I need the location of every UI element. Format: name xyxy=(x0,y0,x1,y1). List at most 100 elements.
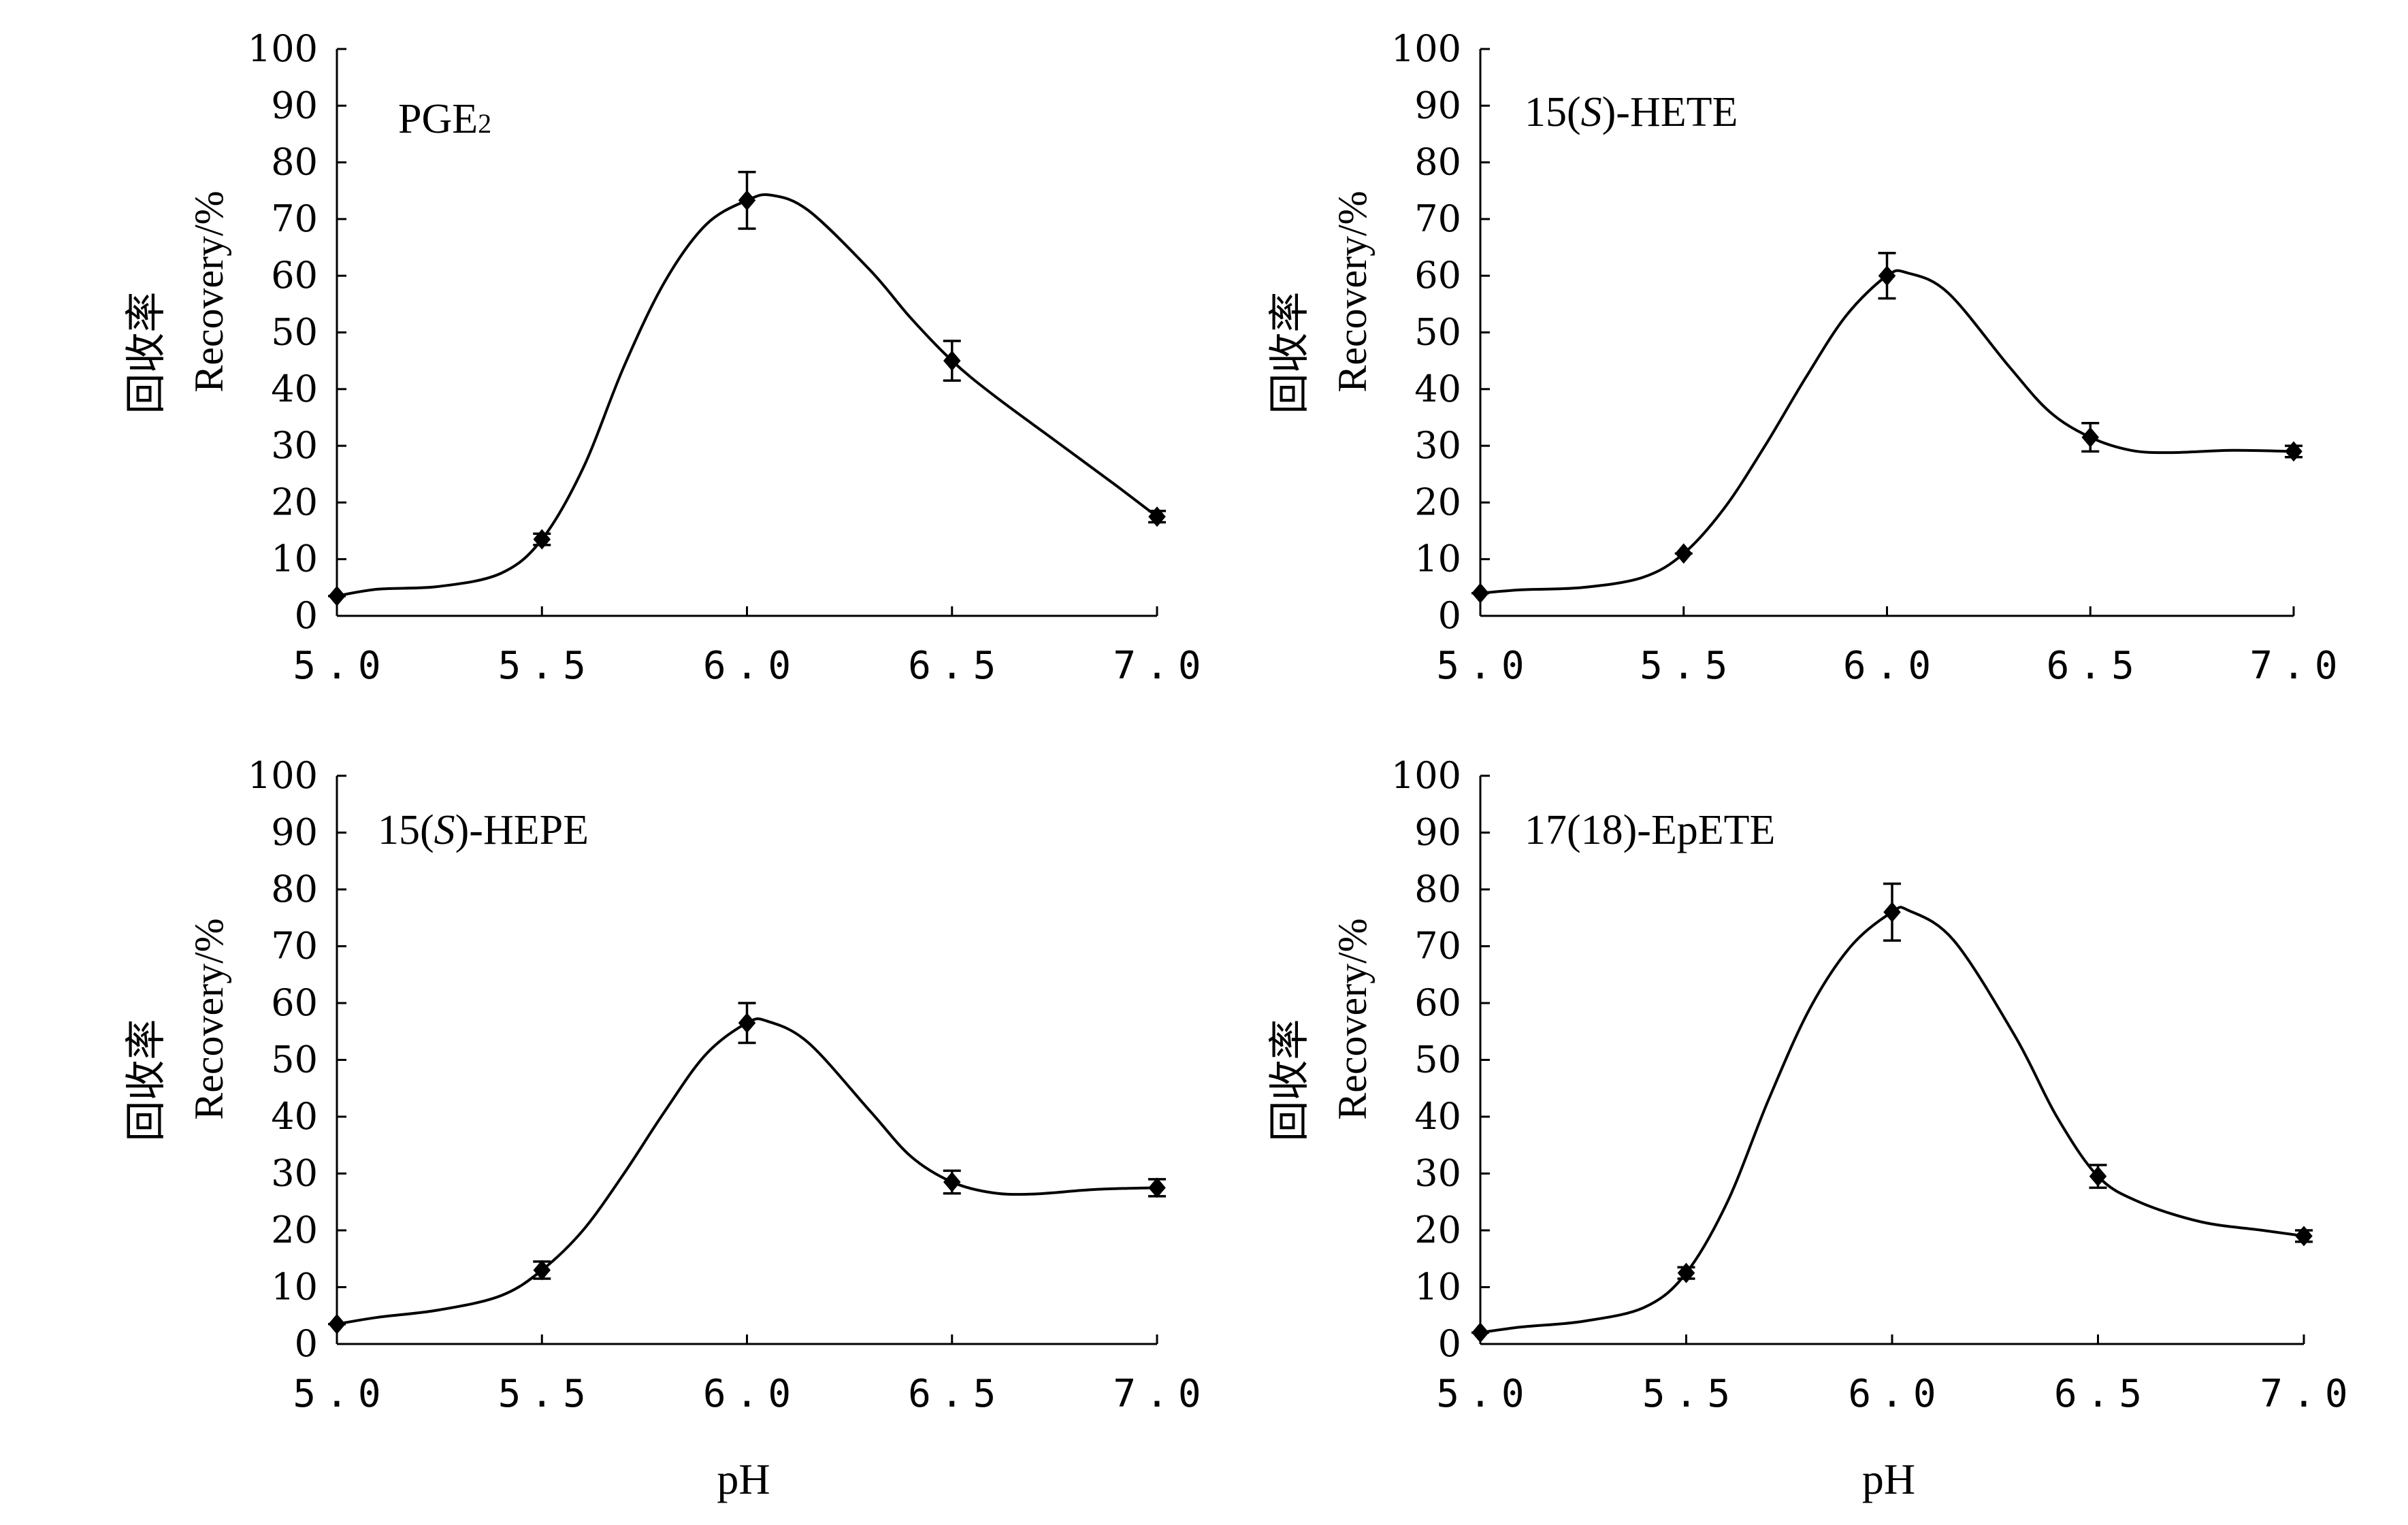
y-tick-label: 0 xyxy=(295,594,318,637)
y-tick-label: 0 xyxy=(295,1322,318,1365)
y-axis-label-chinese: 回收率 xyxy=(1266,1019,1314,1142)
y-tick-label: 70 xyxy=(271,925,318,968)
y-tick-label: 50 xyxy=(271,311,318,354)
data-point-marker xyxy=(1471,583,1489,604)
y-tick-label: 60 xyxy=(1414,254,1461,297)
y-tick-label: 40 xyxy=(1414,1095,1461,1138)
y-tick-label: 10 xyxy=(1414,1266,1461,1309)
data-point-marker xyxy=(1883,902,1901,923)
data-point-marker xyxy=(2081,427,2099,448)
series-line xyxy=(336,193,1158,597)
y-tick-label: 80 xyxy=(271,868,318,911)
y-axis-label-english: Recovery/% xyxy=(186,918,231,1120)
y-tick-label: 90 xyxy=(1414,811,1461,854)
y-tick-label: 20 xyxy=(1414,480,1461,523)
x-tick-label: 5.5 xyxy=(498,644,596,688)
series-line xyxy=(336,1017,1158,1326)
x-tick-label: 7.0 xyxy=(1113,1372,1210,1416)
y-tick-label: 60 xyxy=(271,981,318,1024)
data-point-marker xyxy=(2285,441,2303,462)
y-tick-label: 30 xyxy=(271,424,318,467)
x-tick-label: 6.5 xyxy=(2054,1372,2151,1416)
x-tick-label: 6.0 xyxy=(1843,644,1940,688)
data-point-marker xyxy=(1878,265,1896,286)
y-tick-label: 20 xyxy=(271,1209,318,1251)
y-tick-label: 90 xyxy=(271,84,318,127)
y-tick-label: 50 xyxy=(1414,311,1461,354)
data-point-marker xyxy=(2295,1226,2313,1247)
chart-panel-1: 0 10 20 30 40 50 60 70 80 90 100 5.0 5.5 6.0 6.5 7.0 回收率… xyxy=(123,27,1210,688)
x-tick-label: 6.0 xyxy=(703,1372,800,1416)
y-tick-label: 0 xyxy=(1438,1322,1461,1365)
x-axis-label: pH xyxy=(717,1455,770,1503)
y-tick-label: 10 xyxy=(271,538,318,580)
y-tick-label: 80 xyxy=(1414,868,1461,911)
x-tick-label: 5.0 xyxy=(293,1372,390,1416)
y-tick-label: 30 xyxy=(1414,424,1461,467)
panel-title: PGE2 xyxy=(398,96,491,142)
data-point-marker xyxy=(328,1313,346,1334)
y-tick-label: 0 xyxy=(1438,594,1461,637)
data-point-marker xyxy=(943,1172,961,1193)
panel-title: 17(18)-EpETE xyxy=(1525,807,1775,853)
data-point-marker xyxy=(943,350,961,372)
y-tick-label: 100 xyxy=(1391,754,1461,797)
x-tick-label: 5.0 xyxy=(1436,1372,1533,1416)
series-line xyxy=(1480,906,2305,1334)
series-line xyxy=(1480,269,2294,595)
x-tick-label: 5.5 xyxy=(1642,1372,1740,1416)
y-tick-label: 40 xyxy=(1414,367,1461,410)
data-point-marker xyxy=(1471,1322,1489,1343)
data-point-marker xyxy=(738,1013,756,1034)
y-tick-label: 90 xyxy=(271,811,318,854)
y-tick-label: 70 xyxy=(271,197,318,240)
x-tick-label: 7.0 xyxy=(1113,644,1210,688)
y-tick-label: 70 xyxy=(1414,925,1461,968)
chart-panel-3: 0 10 20 30 40 50 60 70 80 90 100 5.0 5.5 6.0 6.5 7.0 回收率… xyxy=(123,754,1210,1503)
y-axis-label-chinese: 回收率 xyxy=(123,1019,170,1142)
y-axis-label-english: Recovery/% xyxy=(186,191,231,393)
panel-title: 15(S)-HEPE xyxy=(378,807,589,853)
x-tick-label: 5.0 xyxy=(293,644,390,688)
x-tick-label: 5.5 xyxy=(1640,644,1737,688)
data-point-marker xyxy=(2089,1166,2107,1187)
x-tick-label: 5.5 xyxy=(498,1372,596,1416)
data-point-marker xyxy=(1677,1262,1695,1283)
data-point-marker xyxy=(738,190,756,211)
y-tick-label: 90 xyxy=(1414,84,1461,127)
y-tick-label: 50 xyxy=(1414,1038,1461,1081)
x-tick-label: 6.0 xyxy=(1848,1372,1945,1416)
data-point-marker xyxy=(1148,1177,1166,1198)
data-point-marker xyxy=(1675,543,1693,564)
y-tick-label: 40 xyxy=(271,367,318,410)
panel-title: 15(S)-HETE xyxy=(1525,89,1738,135)
x-tick-label: 7.0 xyxy=(2260,1372,2357,1416)
data-point-marker xyxy=(328,585,346,606)
y-tick-label: 30 xyxy=(271,1152,318,1195)
y-tick-label: 100 xyxy=(1391,27,1461,70)
x-tick-label: 7.0 xyxy=(2249,644,2347,688)
y-tick-label: 20 xyxy=(271,480,318,523)
y-tick-label: 20 xyxy=(1414,1209,1461,1251)
y-tick-label: 40 xyxy=(271,1095,318,1138)
y-tick-label: 50 xyxy=(271,1038,318,1081)
y-axis-label-chinese: 回收率 xyxy=(1266,292,1314,414)
x-tick-label: 5.0 xyxy=(1436,644,1533,688)
x-tick-label: 6.5 xyxy=(908,644,1005,688)
y-tick-label: 10 xyxy=(271,1266,318,1309)
x-axis-label: pH xyxy=(1862,1455,1915,1503)
x-tick-label: 6.5 xyxy=(2047,644,2144,688)
y-tick-label: 10 xyxy=(1414,538,1461,580)
x-tick-label: 6.5 xyxy=(908,1372,1005,1416)
y-tick-label: 70 xyxy=(1414,197,1461,240)
y-tick-label: 100 xyxy=(248,27,318,70)
y-tick-label: 80 xyxy=(1414,141,1461,184)
data-point-marker xyxy=(533,1260,551,1281)
y-tick-label: 60 xyxy=(1414,981,1461,1024)
y-axis-label-chinese: 回收率 xyxy=(123,292,170,414)
y-tick-label: 80 xyxy=(271,141,318,184)
y-axis-label-english: Recovery/% xyxy=(1330,191,1375,393)
y-tick-label: 30 xyxy=(1414,1152,1461,1195)
y-tick-label: 100 xyxy=(248,754,318,797)
